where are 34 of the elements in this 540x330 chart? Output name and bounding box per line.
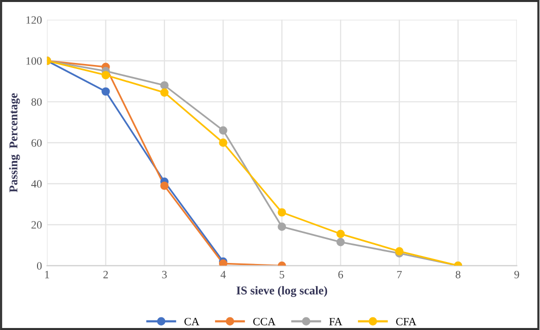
point [160,81,169,90]
x-tick-label: 5 [280,270,284,278]
legend-label: CA [184,318,200,326]
legend-label: CCA [253,318,276,326]
x-tick-label: 7 [397,270,402,278]
x-tick-label: 4 [220,270,226,278]
point [160,88,169,97]
y-tick-label: 0 [36,262,42,270]
x-tick-label: 2 [103,270,108,278]
point [336,238,345,246]
point [160,182,169,190]
y-tick-label: 20 [31,221,42,229]
point [395,247,404,256]
x-tick-label: 3 [162,270,167,278]
point [102,70,110,80]
point [278,222,286,231]
y-tick-label: 100 [26,57,42,65]
point [218,126,228,135]
y-tick-label: 60 [31,139,42,147]
x-tick-label: 8 [456,270,460,278]
y-tick-label: 40 [31,180,42,188]
x-tick-label: 9 [514,270,520,278]
x-axis-title: IS sieve (log scale) [236,286,328,297]
x-tick-label: 1 [45,270,50,278]
y-axis-title: Passing Percentage [9,93,20,192]
point [218,138,228,147]
point [278,208,286,217]
y-tick-label: 120 [26,16,42,24]
legend-label: CFA [396,318,416,326]
point [336,230,345,238]
y-tick-label: 80 [31,98,42,106]
point [102,87,110,96]
legend-label: FA [329,318,342,326]
x-tick-label: 6 [338,270,344,278]
